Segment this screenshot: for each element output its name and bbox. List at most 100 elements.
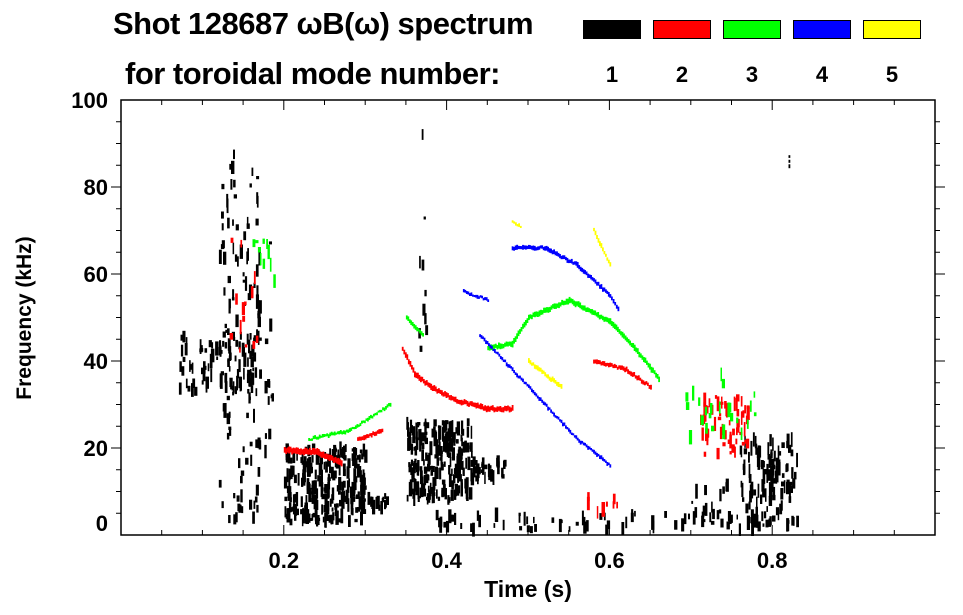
spectral-mark	[336, 458, 338, 464]
spectral-mark	[358, 454, 361, 463]
spectral-mark	[229, 352, 232, 360]
spectral-mark	[362, 443, 366, 457]
spectral-mark	[242, 347, 245, 355]
spectral-mark	[408, 462, 411, 468]
spectral-mark	[601, 315, 604, 321]
spectral-mark	[463, 399, 466, 405]
legend-label-mode-2: 2	[675, 62, 689, 87]
spectral-mark	[724, 401, 727, 409]
spectral-mark	[498, 406, 500, 411]
spectral-mark	[385, 406, 387, 410]
spectral-mark	[449, 430, 452, 445]
spectral-mark	[523, 381, 526, 385]
spectral-mark	[435, 509, 439, 521]
spectral-mark	[220, 371, 224, 376]
spectral-mark	[762, 488, 766, 498]
spectral-mark	[688, 513, 690, 520]
spectral-mark	[763, 511, 767, 519]
spectral-mark	[439, 389, 442, 394]
spectral-mark	[448, 395, 451, 400]
spectral-mark	[249, 378, 252, 387]
spectral-mark	[180, 344, 184, 357]
spectral-mark	[230, 386, 233, 390]
spectral-mark	[262, 258, 266, 269]
spectral-mark	[568, 526, 571, 532]
spectral-mark	[223, 251, 227, 265]
spectral-mark	[770, 452, 773, 459]
spectral-mark	[363, 499, 366, 511]
spectral-mark	[445, 431, 449, 445]
spectral-mark	[573, 261, 576, 265]
spectral-mark	[470, 425, 473, 439]
legend-label-mode-1: 1	[605, 62, 619, 87]
spectral-mark	[345, 429, 348, 433]
spectral-mark	[417, 422, 421, 426]
spectral-mark	[499, 343, 502, 350]
spectral-mark	[311, 455, 314, 463]
x-tick-label: 0.2	[269, 548, 300, 573]
spectral-mark	[606, 317, 609, 323]
spectral-mark	[469, 401, 472, 406]
spectral-mark	[594, 310, 597, 316]
spectral-mark	[253, 353, 256, 361]
spectral-mark	[221, 211, 224, 219]
spectral-mark	[519, 526, 523, 531]
spectral-mark	[410, 479, 412, 483]
spectral-mark	[248, 284, 253, 296]
feature-mode-4	[462, 289, 490, 302]
spectral-mark	[370, 496, 373, 507]
spectral-mark	[338, 431, 341, 435]
spectral-mark	[606, 290, 609, 294]
spectral-mark	[617, 306, 620, 312]
spectral-mark	[231, 385, 234, 391]
spectral-mark	[419, 428, 422, 442]
spectral-mark	[242, 315, 246, 322]
spectral-mark	[768, 482, 773, 497]
spectral-mark	[639, 353, 642, 358]
spectral-mark	[436, 457, 440, 466]
spectral-mark	[537, 311, 539, 317]
spectral-mark	[360, 436, 362, 441]
spectral-mark	[338, 461, 341, 476]
spectral-mark	[775, 465, 779, 476]
spectral-mark	[267, 396, 270, 405]
spectral-mark	[516, 224, 519, 227]
spectral-mark	[492, 348, 495, 352]
spectral-mark	[719, 488, 722, 502]
spectral-mark	[430, 487, 434, 494]
spectral-mark	[235, 224, 239, 231]
spectral-mark	[525, 381, 527, 385]
spectral-mark	[360, 503, 364, 513]
spectral-mark	[238, 359, 241, 373]
spectral-mark	[358, 424, 360, 427]
spectral-mark	[456, 399, 458, 404]
spectral-mark	[593, 278, 595, 282]
spectral-mark	[354, 425, 357, 429]
spectral-mark	[559, 254, 561, 259]
spectral-mark	[619, 365, 622, 370]
spectral-mark	[709, 512, 712, 523]
spectral-mark	[343, 445, 346, 459]
spectral-mark	[409, 361, 412, 367]
spectral-mark	[243, 352, 247, 367]
spectral-mark	[565, 256, 567, 261]
spectral-mark	[474, 460, 478, 465]
spectral-mark	[335, 503, 339, 508]
spectral-mark	[362, 472, 366, 481]
spectral-mark	[324, 434, 327, 437]
spectral-mark	[493, 523, 496, 528]
spectral-mark	[623, 333, 625, 339]
spectral-mark	[681, 518, 685, 532]
spectral-mark	[730, 514, 733, 523]
spectral-mark	[253, 335, 257, 342]
spectral-mark	[575, 521, 579, 526]
spectral-mark	[232, 242, 235, 255]
spectral-mark	[526, 245, 529, 250]
spectral-mark	[407, 431, 411, 439]
spectral-mark	[410, 467, 415, 473]
spectral-mark	[355, 448, 358, 456]
spectral-mark	[736, 417, 739, 424]
spectral-mark	[735, 398, 738, 411]
spectral-mark	[599, 455, 601, 459]
spectral-mark	[415, 437, 419, 450]
